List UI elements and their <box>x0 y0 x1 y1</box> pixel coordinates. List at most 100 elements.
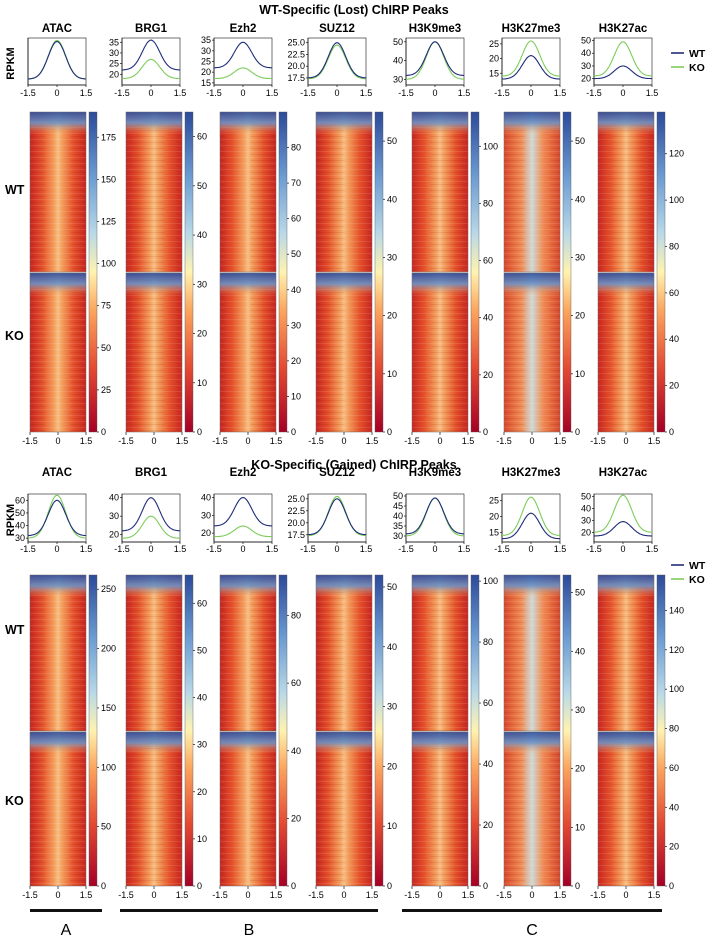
colorbar-tick-label: 60 <box>197 132 207 142</box>
colorbar-tick-label: 30 <box>387 702 397 712</box>
row-label-wt: WT <box>5 623 25 637</box>
colorbar-tick-label: 100 <box>101 259 116 269</box>
colorbar-tick-label: 25 <box>101 385 111 395</box>
colorbar-tick-label: 40 <box>483 759 493 769</box>
profile-line-ko <box>214 525 272 538</box>
group-label-c: C <box>526 922 538 939</box>
heatmap-texture <box>316 732 372 886</box>
colorbar-tick-label: 10 <box>387 821 397 831</box>
heatmap-xtick-label: 0 <box>151 436 156 446</box>
track-title: H3K27ac <box>599 467 648 479</box>
profile-xtick-label: -1.5 <box>494 88 510 98</box>
profile-ytick-label: 50 <box>393 37 403 47</box>
colorbar-tick-label: 80 <box>291 143 301 153</box>
track-title: ATAC <box>42 467 72 479</box>
heatmap-top-band <box>598 732 654 754</box>
track-h3k9me3: H3K9me3 50 40 30 -1.5 0 1.5 -1.5 0 1.5 100 80 60 40 20… <box>393 23 498 446</box>
heatmap-texture <box>598 273 654 432</box>
profile-line-ko <box>593 41 653 77</box>
profile-ytick-label: 25.0 <box>287 494 305 504</box>
profile-line-wt <box>405 41 465 77</box>
profile-xtick-label: 1.5 <box>646 544 659 554</box>
heatmap-xtick-label: -1.5 <box>212 436 228 446</box>
heatmap-xtick-label: 0 <box>623 890 628 900</box>
heatmap-top-band <box>504 575 560 597</box>
colorbar-tick-label: 50 <box>197 181 207 191</box>
heatmap-texture <box>412 732 468 886</box>
track-brg1: BRG1 40 30 20 -1.5 0 1.5 -1.5 0 1.5 60 50 40 30 20 10 0 <box>109 467 207 900</box>
profile-ytick-label: 40 <box>201 493 211 503</box>
profile-xtick-label: 0 <box>54 544 59 554</box>
colorbar-tick-label: 0 <box>291 427 296 437</box>
colorbar-tick-label: 80 <box>291 611 301 621</box>
heatmap-xtick-label: -1.5 <box>22 436 38 446</box>
profile-xtick-label: 0 <box>528 544 533 554</box>
profile-line-wt <box>27 40 87 80</box>
heatmap-xtick-label: 1.5 <box>80 890 93 900</box>
track-ezh2: Ezh2 40 30 20 -1.5 0 1.5 -1.5 0 1.5 80 60 40 20 0 <box>201 467 301 900</box>
profile-xtick-label: 0 <box>334 88 339 98</box>
colorbar-tick-label: 20 <box>483 370 493 380</box>
heatmap-xtick-label: 0 <box>55 436 60 446</box>
track-title: BRG1 <box>135 467 168 479</box>
colorbar-tick-label: 40 <box>669 334 679 344</box>
profile-xtick-label: 0 <box>240 88 245 98</box>
colorbar-tick-label: 40 <box>575 194 585 204</box>
profile-xtick-label: -1.5 <box>398 88 414 98</box>
profile-xtick-label: -1.5 <box>114 544 130 554</box>
heatmap-frame <box>29 111 87 273</box>
profile-xtick-label: 1.5 <box>458 88 471 98</box>
colorbar-tick-label: 100 <box>483 576 498 586</box>
profile-xtick-label: 1.5 <box>360 88 373 98</box>
profile-xtick-label: -1.5 <box>300 544 316 554</box>
profile-xtick-label: -1.5 <box>586 88 602 98</box>
track-title: H3K27ac <box>599 23 648 35</box>
heatmap-xtick-label: 1.5 <box>176 436 189 446</box>
colorbar-tick-label: 40 <box>291 746 301 756</box>
heatmap-top-band <box>126 732 182 754</box>
colorbar <box>562 111 572 433</box>
heatmap-top-band <box>220 575 276 597</box>
heatmap-xtick-label: -1.5 <box>496 890 512 900</box>
profile-ytick-label: 35 <box>393 521 403 531</box>
heatmap-xtick-label: 1.5 <box>176 890 189 900</box>
colorbar-tick-label: 120 <box>669 645 684 655</box>
colorbar-tick-label: 10 <box>575 822 585 832</box>
heatmap-texture <box>598 112 654 272</box>
heatmap-top-band <box>598 112 654 134</box>
colorbar-tick-label: 50 <box>197 645 207 655</box>
colorbar-tick-label: 250 <box>101 584 116 594</box>
colorbar-tick-label: 0 <box>197 881 202 891</box>
colorbar-tick-label: 0 <box>387 881 392 891</box>
track-h3k27ac: H3K27ac 50 40 30 20 -1.5 0 1.5 -1.5 0 1.5 140 120 100… <box>581 467 684 900</box>
colorbar-tick-label: 20 <box>197 329 207 339</box>
profile-xtick-label: -1.5 <box>300 88 316 98</box>
colorbar-tick-label: 60 <box>483 698 493 708</box>
track-suz12: SUZ12 25.022.5 20.0 17.5 -1.5 0 1.5 -1.5 0 1.5 50 4… <box>287 23 397 446</box>
legend-label-wt: WT <box>689 48 706 60</box>
profile-xtick-label: 1.5 <box>80 544 93 554</box>
track-title: Ezh2 <box>230 23 257 35</box>
colorbar <box>184 574 194 887</box>
colorbar-tick-label: 20 <box>575 311 585 321</box>
profile-line-wt <box>213 497 273 527</box>
profile-line-wt <box>308 42 366 79</box>
legend-label-ko: KO <box>689 62 705 74</box>
heatmap-frame <box>503 111 561 273</box>
profile-line-ko <box>214 67 272 80</box>
row-label-ko: KO <box>5 329 24 343</box>
profile-ytick-label: 40 <box>15 521 25 531</box>
profile-ylabel: RPKM <box>5 47 17 79</box>
colorbar-tick-label: 60 <box>669 763 679 773</box>
colorbar-tick-label: 20 <box>669 842 679 852</box>
colorbar-tick-label: 50 <box>291 249 301 259</box>
colorbar <box>184 111 194 433</box>
legend-label-wt: WT <box>689 560 706 572</box>
heatmap-top-band <box>412 273 468 295</box>
profile-line-ko <box>27 39 87 80</box>
heatmap-top-band <box>220 112 276 134</box>
